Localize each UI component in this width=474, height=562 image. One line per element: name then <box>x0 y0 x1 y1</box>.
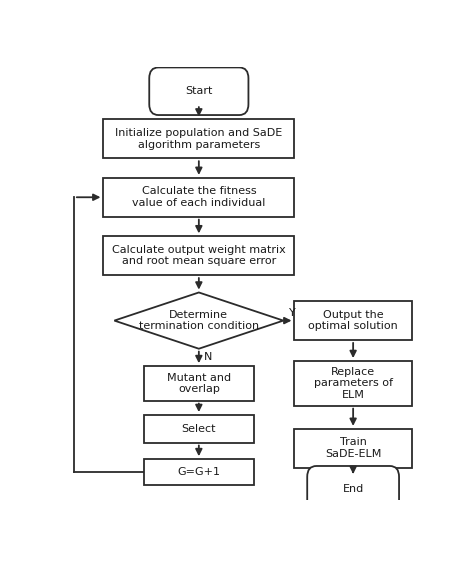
Text: Replace
parameters of
ELM: Replace parameters of ELM <box>314 367 392 400</box>
FancyBboxPatch shape <box>294 301 412 340</box>
Text: Calculate output weight matrix
and root mean square error: Calculate output weight matrix and root … <box>112 245 286 266</box>
Text: Calculate the fitness
value of each individual: Calculate the fitness value of each indi… <box>132 187 265 208</box>
Text: G=G+1: G=G+1 <box>177 467 220 477</box>
Text: End: End <box>343 484 364 495</box>
FancyBboxPatch shape <box>103 119 294 158</box>
FancyBboxPatch shape <box>294 361 412 406</box>
Text: Determine
termination condition: Determine termination condition <box>139 310 259 332</box>
FancyBboxPatch shape <box>144 415 254 443</box>
FancyBboxPatch shape <box>144 459 254 485</box>
Text: Select: Select <box>182 424 216 434</box>
FancyBboxPatch shape <box>103 178 294 217</box>
FancyBboxPatch shape <box>144 366 254 401</box>
FancyBboxPatch shape <box>294 429 412 468</box>
Text: Y: Y <box>289 308 296 318</box>
FancyBboxPatch shape <box>149 67 248 115</box>
FancyBboxPatch shape <box>307 466 399 513</box>
Polygon shape <box>114 292 283 348</box>
Text: N: N <box>204 352 212 362</box>
Text: Train
SaDE-ELM: Train SaDE-ELM <box>325 437 381 459</box>
Text: Mutant and
overlap: Mutant and overlap <box>167 373 231 394</box>
Text: Initialize population and SaDE
algorithm parameters: Initialize population and SaDE algorithm… <box>115 128 283 149</box>
Text: Start: Start <box>185 86 212 96</box>
Text: Output the
optimal solution: Output the optimal solution <box>308 310 398 332</box>
FancyBboxPatch shape <box>103 236 294 275</box>
